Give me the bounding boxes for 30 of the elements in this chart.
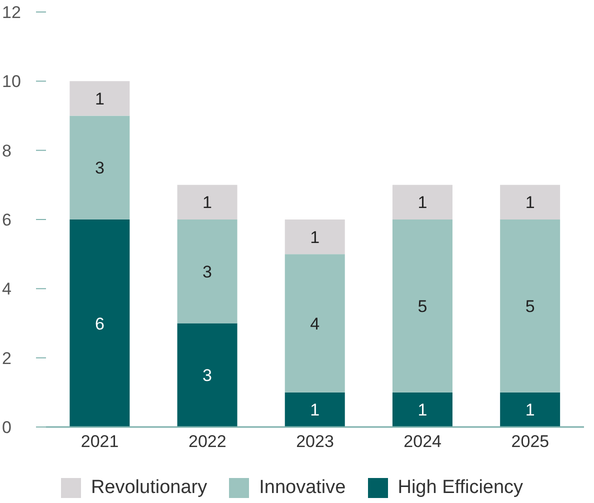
x-tick-label: 2024 <box>404 432 442 452</box>
data-label: 1 <box>418 400 428 420</box>
x-tick-label: 2023 <box>296 432 334 452</box>
y-tick-label: 12 <box>2 3 21 22</box>
legend-label: Revolutionary <box>90 477 208 499</box>
data-label: 1 <box>202 193 212 212</box>
legend-label: High Efficiency <box>398 477 524 499</box>
x-tick-label: 2025 <box>511 432 550 452</box>
data-label: 5 <box>418 296 428 316</box>
y-tick-label: 10 <box>2 72 21 92</box>
y-tick-label: 6 <box>2 210 12 230</box>
data-label: 3 <box>202 262 212 282</box>
data-label: 1 <box>310 228 320 247</box>
data-label: 1 <box>525 400 535 420</box>
data-label: 1 <box>310 400 320 420</box>
data-label: 4 <box>310 314 320 334</box>
data-label: 1 <box>418 193 428 212</box>
legend-label: Innovative <box>259 477 346 499</box>
y-tick-label: 4 <box>2 280 12 299</box>
data-label: 1 <box>525 193 535 212</box>
y-tick-label: 8 <box>2 141 12 160</box>
data-label: 3 <box>94 158 104 178</box>
x-tick-label: 2021 <box>80 432 119 452</box>
x-tick-label: 2022 <box>188 432 226 452</box>
data-label: 6 <box>94 314 104 334</box>
data-label: 3 <box>202 366 212 386</box>
data-label: 1 <box>94 89 104 108</box>
y-tick-label: 0 <box>2 418 12 438</box>
y-tick-label: 2 <box>2 348 12 368</box>
data-label: 5 <box>525 296 535 316</box>
